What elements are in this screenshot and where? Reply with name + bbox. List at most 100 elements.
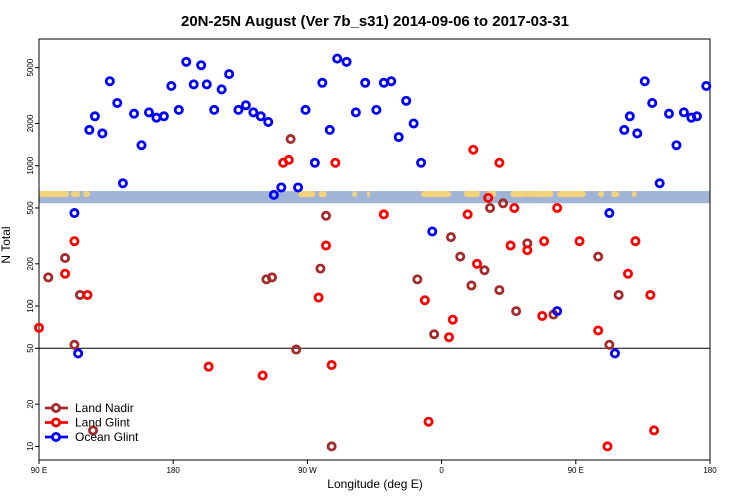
data-point [416,157,427,168]
data-point [609,348,620,359]
data-point [624,111,635,122]
data-point [166,80,177,91]
data-point [455,251,466,262]
data-point [654,178,665,189]
data-point [82,289,93,300]
legend-label: Ocean Glint [75,430,139,444]
map-land [631,191,637,198]
data-point [341,56,352,67]
data-point [483,192,494,203]
data-point [593,325,604,336]
map-land [75,191,80,198]
map-land [83,191,90,198]
y-tick-label: 2000 [26,114,35,132]
data-point [472,258,483,269]
y-tick-label: 1000 [26,156,35,174]
data-point [158,111,169,122]
data-point [386,76,397,87]
data-point [69,236,80,247]
data-point [701,80,712,91]
data-point [89,111,100,122]
plot-frame [38,38,711,461]
data-point [112,97,123,108]
map-land [305,191,316,198]
data-point [645,289,656,300]
data-point [315,263,326,274]
data-point [255,111,266,122]
y-tick-label: 500 [26,201,35,215]
data-point [604,208,615,219]
series-land-glint [34,144,660,452]
data-point [613,289,624,300]
data-point [332,53,343,64]
legend-marker [51,431,62,442]
data-point [350,107,361,118]
data-point [188,79,199,90]
data-point [593,251,604,262]
data-point [285,134,296,145]
data-point [181,56,192,67]
x-tick-label: 180 [167,466,181,475]
data-point [539,236,550,247]
data-point [173,104,184,115]
data-point [73,348,84,359]
data-point [69,339,80,350]
legend-label: Land Glint [75,416,130,430]
data-point [537,310,548,321]
x-axis-label: Longitude (deg E) [327,477,422,491]
data-point [313,292,324,303]
data-point [522,245,533,256]
data-point [60,253,71,264]
data-point [97,128,108,139]
data-point [466,280,477,291]
data-point [324,124,335,135]
map-ocean [39,191,710,204]
map-land [318,191,327,198]
data-point [511,306,522,317]
data-point [248,107,259,118]
map-land [39,191,69,198]
map-strip [39,191,710,204]
data-point [604,339,615,350]
data-point [129,108,140,119]
data-point [203,361,214,372]
x-tick-label: 90 E [31,466,47,475]
data-point [479,265,490,276]
y-tick-label: 100 [26,299,35,313]
plot-area: 10 20 50 100 200 500 1000 2000 5000 90 E 180 90 W 0 9… [26,38,717,475]
map-land [463,191,480,198]
data-point [378,77,389,88]
map-land [557,191,582,198]
data-point [300,104,311,115]
data-point [209,104,220,115]
data-point [151,112,162,123]
data-point [691,111,702,122]
data-point [317,77,328,88]
data-point [196,60,207,71]
data-point [88,425,99,436]
data-point [412,274,423,285]
data-point [678,107,689,118]
x-tick-label: 180 [703,466,717,475]
data-point [293,182,304,193]
data-point [663,108,674,119]
data-point [216,84,227,95]
map-land [598,191,605,198]
data-point [494,157,505,168]
data-point [240,100,251,111]
y-tick-label: 200 [26,257,35,271]
data-point [224,69,235,80]
x-tick-label: 90 E [568,466,584,475]
data-point [34,322,45,333]
data-point [378,209,389,220]
data-point [468,144,479,155]
data-point [360,77,371,88]
data-point [671,140,682,151]
data-point [84,124,95,135]
data-point [309,157,320,168]
map-land [352,191,358,198]
map-land [527,191,554,198]
data-point [647,97,658,108]
data-point [43,272,54,283]
